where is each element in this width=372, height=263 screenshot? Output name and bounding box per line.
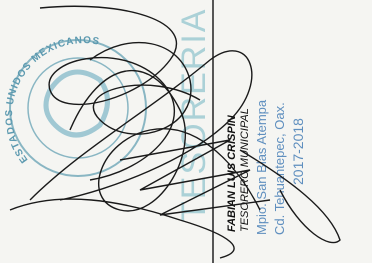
page: ESTADOS UNIDOS MEXICANOS TESORERIA FABIA… — [0, 0, 372, 263]
document-scan: ESTADOS UNIDOS MEXICANOS TESORERIA FABIA… — [0, 0, 372, 263]
city: Cd. Tehuantepec, Oax. — [272, 102, 287, 235]
period: 2017-2018 — [290, 118, 306, 185]
stamp-title: TESORERIA — [175, 8, 213, 222]
